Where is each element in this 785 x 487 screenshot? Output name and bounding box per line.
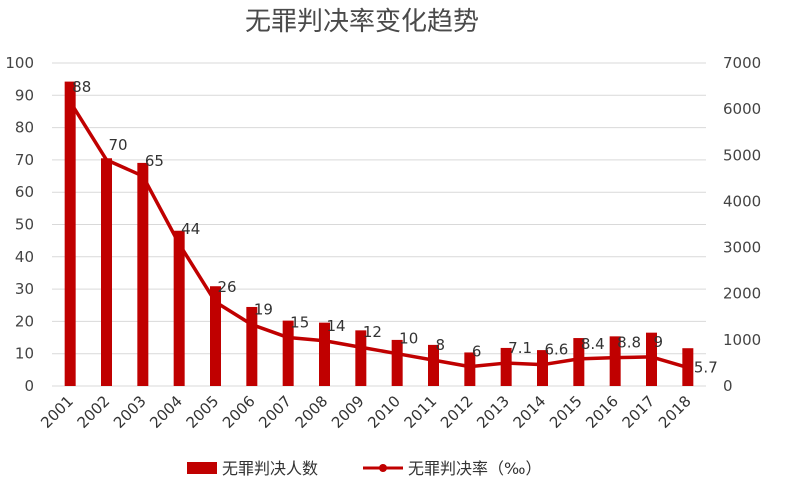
legend-bar-label: 无罪判决人数 [222,459,318,478]
bar-2008 [319,322,330,386]
right-tick-label: 7000 [723,54,761,72]
bar-2010 [391,339,403,386]
data-label-2012: 6 [472,343,482,361]
x-axis-ticks: 2001200220032004200520062007200820092010… [37,392,694,432]
legend-bar-swatch [187,462,217,474]
x-tick-label: 2009 [328,392,368,432]
x-tick-label: 2008 [292,392,332,432]
legend-line-marker [379,464,387,472]
data-label-2013: 7.1 [508,339,532,357]
x-tick-label: 2005 [183,392,223,432]
bar-2009 [355,330,367,386]
x-tick-label: 2010 [364,392,404,432]
x-tick-label: 2003 [110,392,150,432]
x-tick-label: 2004 [146,392,186,432]
data-label-2011: 8 [436,336,446,354]
data-label-2004: 44 [181,220,200,238]
data-label-2010: 10 [399,330,418,348]
bar-2002 [101,158,112,386]
bar-2016 [609,336,621,386]
legend: 无罪判决人数 无罪判决率（‰） [187,459,541,478]
left-tick-label: 10 [15,345,34,363]
bar-series [64,81,694,386]
bar-2012 [464,352,476,386]
bar-2004 [173,230,185,386]
data-label-2009: 12 [363,323,382,341]
x-tick-label: 2014 [510,392,550,432]
left-axis-ticks: 0 10 20 30 40 50 60 70 80 90 100 [5,54,34,395]
left-tick-label: 50 [15,216,34,234]
right-tick-label: 4000 [723,192,761,210]
bar-2011 [428,344,439,386]
chart-title: 无罪判决率变化趋势 [245,7,479,37]
right-tick-label: 0 [723,377,733,395]
right-tick-label: 2000 [723,285,761,303]
x-tick-label: 2001 [37,392,77,432]
bar-2001 [64,81,76,386]
line-series [68,100,689,370]
left-tick-label: 90 [15,86,34,104]
x-tick-label: 2015 [546,392,586,432]
right-tick-label: 3000 [723,239,761,257]
x-tick-label: 2017 [619,392,659,432]
right-axis-ticks: 0 1000 2000 3000 4000 5000 6000 7000 [723,54,761,395]
bar-2017 [646,332,657,386]
data-label-2017: 9 [654,333,664,351]
left-tick-label: 30 [15,280,34,298]
x-tick-label: 2013 [473,392,513,432]
left-tick-label: 70 [15,151,34,169]
right-tick-label: 5000 [723,146,761,164]
x-tick-label: 2011 [401,392,441,432]
x-tick-label: 2012 [437,392,477,432]
data-label-2006: 19 [254,301,273,319]
left-tick-label: 100 [5,54,34,72]
bar-2006 [246,306,258,386]
left-tick-label: 20 [15,312,34,330]
x-tick-label: 2016 [582,392,622,432]
data-label-2018: 5.7 [694,359,718,377]
data-label-2015: 8.4 [581,335,605,353]
bar-2013 [500,347,512,386]
bar-2007 [282,320,294,386]
gridlines [52,62,706,387]
left-tick-label: 80 [15,119,34,137]
bar-2003 [137,162,149,386]
legend-line-label: 无罪判决率（‰） [408,459,541,478]
right-tick-label: 1000 [723,331,761,349]
data-label-2002: 70 [109,136,128,154]
data-label-2016: 8.8 [617,334,641,352]
bar-2005 [210,286,221,386]
left-tick-label: 60 [15,183,34,201]
bar-2014 [537,350,548,386]
data-label-2014: 6.6 [545,341,569,359]
data-label-2001: 88 [72,78,91,96]
x-tick-label: 2002 [74,392,114,432]
x-tick-label: 2006 [219,392,259,432]
data-label-2008: 14 [327,317,346,335]
data-labels: 88 70 65 44 26 19 15 14 12 10 8 6 7.1 6.6 8.4 8.8 9 5.7 [72,78,718,377]
data-label-2005: 26 [218,278,237,296]
data-label-2003: 65 [145,152,164,170]
x-tick-label: 2018 [655,392,695,432]
bar-2015 [573,338,585,386]
rate-line [68,100,689,370]
left-tick-label: 40 [15,248,34,266]
left-tick-label: 0 [24,377,34,395]
data-label-2007: 15 [290,314,309,332]
x-tick-label: 2007 [255,392,295,432]
right-tick-label: 6000 [723,100,761,118]
